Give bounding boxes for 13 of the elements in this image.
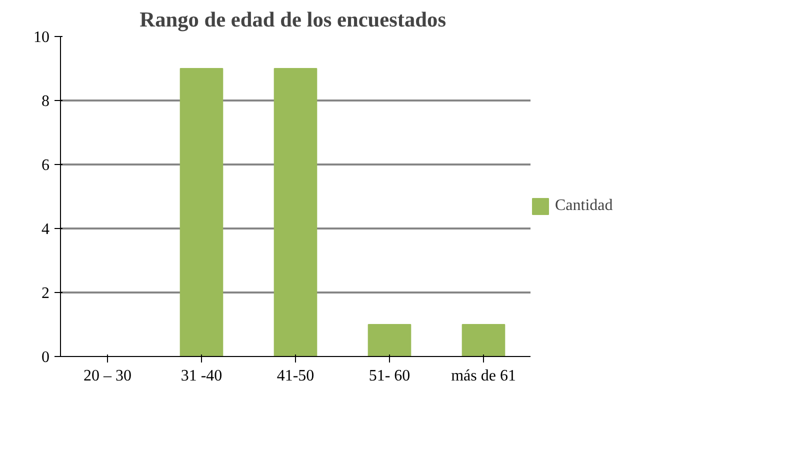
legend-label: Cantidad [555, 197, 613, 215]
y-tick-label: 4 [42, 221, 50, 238]
x-tick-label: 51- 60 [368, 368, 410, 384]
chart-title: Rango de edad de los encuestados [140, 8, 446, 32]
x-tick-label: 20 – 30 [84, 368, 132, 384]
y-tick-label: 10 [34, 29, 50, 46]
x-tick-label: 41-50 [276, 368, 314, 384]
x-tick-label: más de 61 [451, 368, 516, 384]
x-tick-label: 31 -40 [180, 368, 222, 384]
y-tick-label: 0 [42, 349, 50, 366]
y-tick-label: 6 [42, 157, 50, 174]
y-tick-label: 8 [42, 93, 50, 110]
y-tick-label: 2 [42, 285, 50, 302]
